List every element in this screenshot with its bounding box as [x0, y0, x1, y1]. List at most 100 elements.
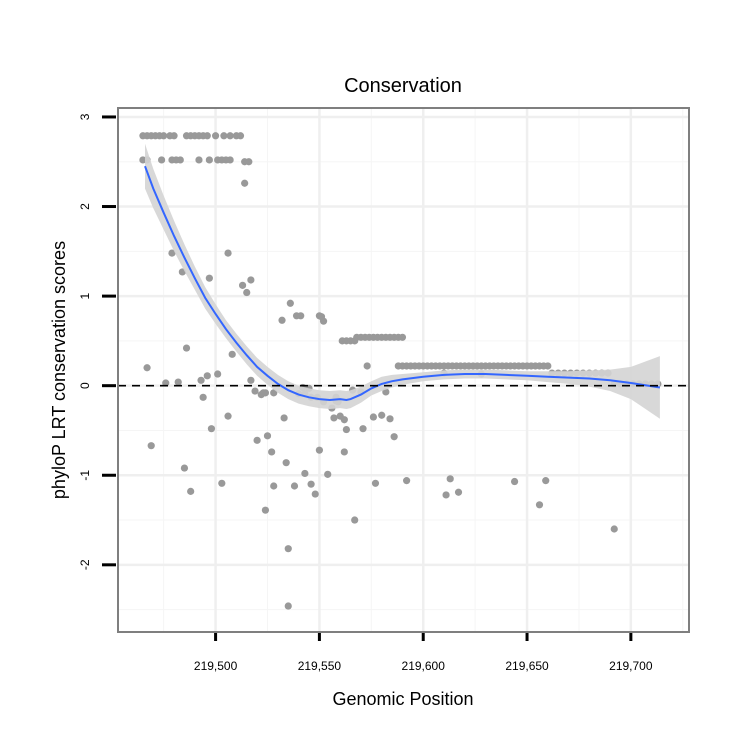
chart-title: Conservation — [344, 75, 462, 97]
data-point — [238, 281, 247, 289]
data-point — [301, 469, 309, 478]
data-point — [226, 132, 234, 140]
data-point — [369, 413, 377, 421]
y-tick-label: -1 — [78, 470, 92, 481]
data-point — [446, 475, 454, 483]
data-point — [147, 442, 155, 450]
data-point — [214, 370, 222, 378]
data-point — [251, 387, 259, 395]
data-point — [205, 274, 213, 282]
data-point — [180, 464, 189, 472]
data-point — [324, 470, 332, 478]
data-point — [211, 132, 220, 140]
data-point — [330, 414, 338, 422]
y-tick-label: 0 — [78, 382, 92, 389]
data-point — [170, 132, 178, 140]
x-tick-label: 219,550 — [298, 659, 342, 673]
data-point — [218, 479, 226, 487]
data-point — [203, 132, 211, 140]
data-point — [241, 179, 249, 187]
data-point — [371, 479, 380, 487]
data-point — [535, 501, 544, 509]
data-point — [203, 372, 211, 380]
data-point — [268, 448, 276, 456]
data-point — [290, 482, 299, 490]
data-point — [263, 432, 272, 440]
data-point — [168, 249, 176, 257]
data-point — [351, 516, 359, 524]
y-tick-label: 2 — [78, 203, 92, 210]
data-point — [282, 459, 290, 467]
data-point — [224, 249, 232, 257]
data-point — [253, 436, 261, 444]
data-point — [280, 414, 288, 422]
data-point — [386, 415, 394, 423]
smooth-line — [144, 165, 661, 402]
data-point — [228, 350, 236, 358]
data-point — [270, 482, 278, 490]
plot-border — [117, 107, 690, 633]
data-point — [195, 156, 203, 164]
data-point — [158, 156, 166, 164]
data-point — [454, 488, 463, 496]
data-point — [162, 379, 170, 387]
x-tick-label: 219,650 — [505, 659, 549, 673]
data-point — [342, 425, 350, 434]
x-tick-label: 219,500 — [194, 659, 238, 673]
data-point — [197, 376, 205, 384]
data-point — [319, 317, 328, 325]
data-point — [187, 487, 195, 495]
data-point — [278, 316, 286, 324]
data-point — [340, 448, 348, 456]
y-tick-label: 1 — [78, 292, 92, 299]
data-point — [236, 132, 245, 140]
data-point — [207, 425, 216, 433]
data-point — [311, 490, 319, 498]
data-point — [247, 376, 255, 384]
data-point — [174, 378, 182, 386]
x-axis-label: Genomic Position — [332, 689, 473, 709]
data-point — [398, 333, 407, 341]
data-point — [307, 480, 315, 488]
data-point — [359, 425, 367, 433]
data-point — [286, 299, 294, 307]
x-tick-label: 219,700 — [609, 659, 653, 673]
data-point — [220, 132, 228, 140]
x-tick-label: 219,600 — [402, 659, 446, 673]
data-point — [442, 491, 450, 499]
data-point — [176, 156, 184, 164]
y-axis: -2 -1 0 1 2 3 — [78, 113, 116, 570]
data-point — [315, 446, 324, 454]
data-point — [247, 276, 255, 284]
data-point — [245, 158, 253, 166]
data-point — [199, 393, 207, 401]
data-point — [270, 389, 278, 397]
data-point — [542, 477, 550, 485]
y-tick-label: -2 — [78, 559, 92, 570]
data-point — [284, 545, 292, 553]
data-point — [261, 389, 270, 397]
data-point — [224, 412, 232, 420]
y-axis-label: phyloP LRT conservation scores — [49, 241, 69, 499]
data-point — [390, 433, 398, 441]
data-point — [510, 477, 519, 486]
x-axis: 219,500 219,550 219,600 219,650 219,700 — [194, 633, 653, 673]
data-point — [284, 602, 292, 610]
data-point — [544, 362, 552, 370]
data-point — [363, 362, 371, 370]
data-point — [160, 132, 168, 140]
data-point — [261, 506, 270, 514]
data-point — [297, 312, 305, 320]
data-point — [182, 344, 191, 352]
data-point — [378, 411, 386, 419]
data-point — [143, 364, 151, 372]
smooth-fit — [144, 143, 661, 419]
data-point — [610, 525, 618, 533]
data-point — [243, 288, 251, 297]
data-point — [340, 416, 348, 424]
y-tick-label: 3 — [78, 113, 92, 120]
data-point — [226, 156, 234, 164]
data-point — [205, 156, 213, 164]
data-point — [403, 477, 411, 485]
